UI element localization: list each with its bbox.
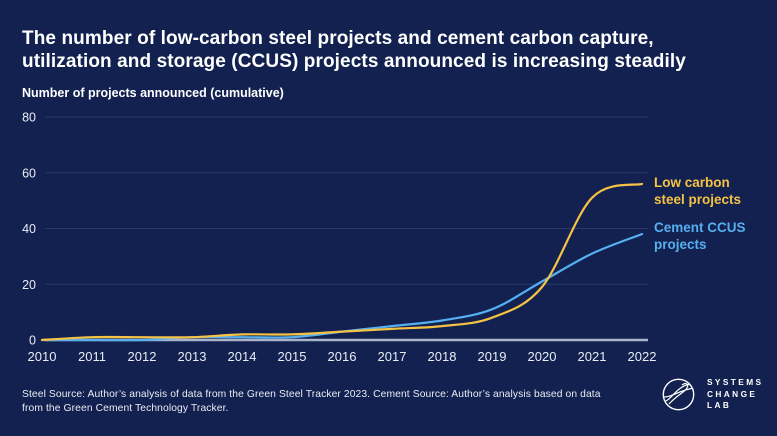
source-note-line-2: from the Green Cement Technology Tracker… <box>22 402 229 414</box>
logo-wordmark: SYSTEMS CHANGE LAB <box>707 377 764 411</box>
series-label-steel: Low carbon steel projects <box>654 175 742 207</box>
y-tick-label: 80 <box>22 111 36 125</box>
systems-change-lab-logo: SYSTEMS CHANGE LAB <box>659 375 763 414</box>
logo-mark-icon <box>662 378 695 411</box>
x-tick-label: 2015 <box>278 349 307 364</box>
y-axis-title: Number of projects announced (cumulative… <box>22 86 284 100</box>
x-tick-label: 2016 <box>328 349 357 364</box>
x-tick-label: 2021 <box>578 349 607 364</box>
x-tick-label: 2011 <box>78 349 106 364</box>
x-tick-label: 2010 <box>28 349 57 364</box>
series-path-steel <box>40 182 644 342</box>
chart-title-line-1: The number of low-carbon steel projects … <box>22 28 654 49</box>
x-tick-label: 2022 <box>628 349 657 364</box>
y-tick-label: 40 <box>22 222 36 236</box>
x-tick-label: 2020 <box>528 349 557 364</box>
x-tick-label: 2017 <box>378 349 407 364</box>
y-tick-label: 20 <box>22 278 36 292</box>
x-tick-label: 2013 <box>178 349 207 364</box>
series-label-cement: Cement CCUS projects <box>654 220 746 252</box>
source-note: Steel Source: Author’s analysis of data … <box>22 388 601 415</box>
x-tick-label: 2012 <box>128 349 157 364</box>
x-tick-label: 2019 <box>478 349 507 364</box>
chart-title: The number of low-carbon steel projects … <box>22 27 686 73</box>
x-tick-label: 2018 <box>428 349 457 364</box>
source-note-line-1: Steel Source: Author’s analysis of data … <box>22 389 601 400</box>
y-tick-label: 60 <box>22 166 36 180</box>
chart-title-line-2: utilization and storage (CCUS) projects … <box>22 51 686 72</box>
x-tick-label: 2014 <box>228 349 257 364</box>
y-tick-label: 0 <box>29 334 36 348</box>
series-path-cement <box>40 233 644 342</box>
